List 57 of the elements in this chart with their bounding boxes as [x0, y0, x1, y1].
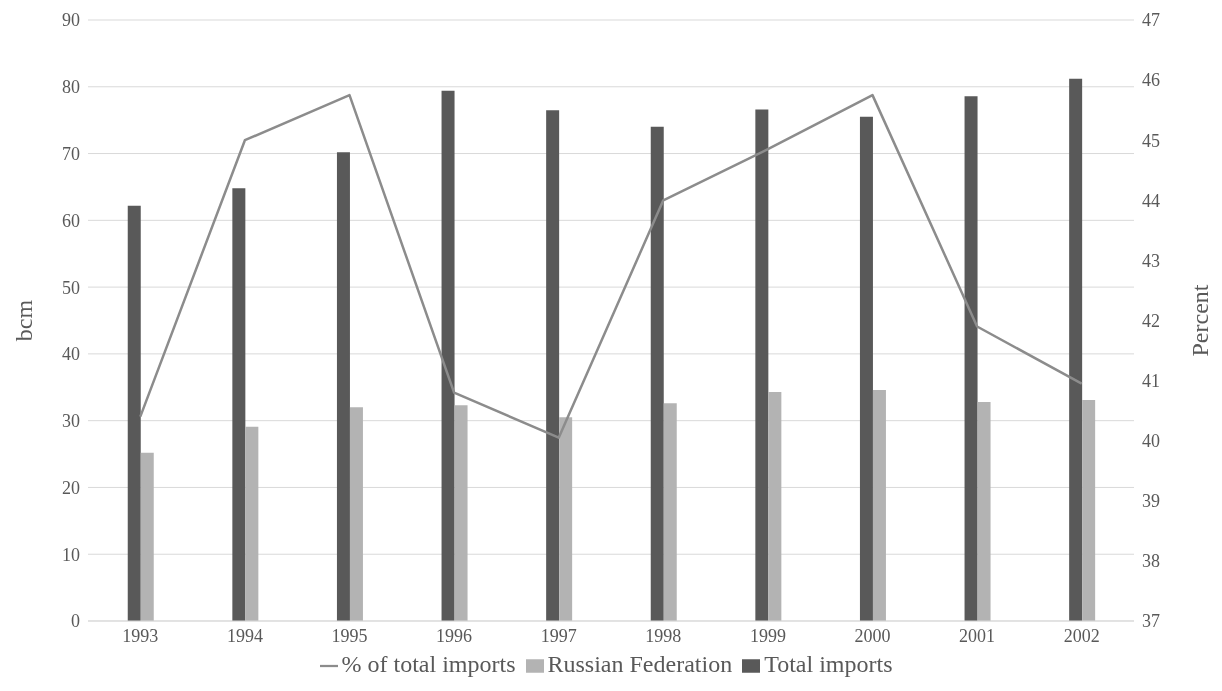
bar [768, 391, 782, 621]
bar [454, 405, 468, 621]
legend-label: Total imports [764, 651, 893, 677]
y2-axis-title: Percent [1186, 284, 1213, 357]
y-tick-label: 80 [62, 77, 80, 98]
bar [755, 109, 769, 621]
bar [559, 417, 573, 621]
bar [441, 90, 455, 621]
legend-label: Russian Federation [547, 651, 733, 677]
bar [977, 401, 991, 621]
legend-label: % of total imports [341, 651, 516, 677]
y-tick-label: 10 [62, 544, 80, 565]
y2-tick-label: 43 [1142, 250, 1160, 271]
y-tick-label: 70 [62, 143, 80, 164]
y-tick-label: 0 [71, 611, 80, 632]
bar [349, 407, 363, 621]
bar [1082, 399, 1096, 621]
bar [663, 403, 677, 621]
y2-tick-label: 46 [1142, 70, 1160, 91]
bar [140, 452, 154, 621]
x-tick-label: 2001 [959, 625, 996, 646]
x-tick-label: 2000 [854, 625, 891, 646]
y2-tick-label: 47 [1142, 10, 1160, 31]
y2-tick-label: 42 [1142, 310, 1160, 331]
bar [964, 96, 978, 621]
y2-tick-label: 45 [1142, 130, 1160, 151]
bar [1069, 78, 1083, 621]
y-tick-label: 30 [62, 411, 80, 432]
y-tick-label: 20 [62, 477, 80, 498]
bar [245, 426, 259, 621]
x-tick-label: 1998 [645, 625, 682, 646]
x-tick-label: 1999 [749, 625, 786, 646]
x-tick-label: 1995 [331, 625, 368, 646]
bar [650, 126, 664, 621]
y-axis-title: bcm [10, 299, 37, 342]
bar [872, 389, 886, 621]
y2-tick-label: 44 [1142, 190, 1160, 211]
y2-tick-label: 38 [1142, 551, 1160, 572]
x-tick-label: 1997 [540, 625, 577, 646]
y-tick-label: 60 [62, 210, 80, 231]
x-tick-label: 1996 [436, 625, 473, 646]
y-tick-label: 40 [62, 344, 80, 365]
y-tick-label: 50 [62, 277, 80, 298]
y-tick-label: 90 [62, 10, 80, 31]
x-tick-label: 1993 [122, 625, 159, 646]
y2-tick-label: 41 [1142, 370, 1160, 391]
y2-tick-label: 37 [1142, 611, 1160, 632]
bar [859, 116, 873, 621]
x-tick-label: 2002 [1063, 625, 1100, 646]
bar [546, 110, 560, 621]
bar [232, 188, 246, 621]
bar [127, 205, 141, 621]
y2-tick-label: 39 [1142, 491, 1160, 512]
y2-tick-label: 40 [1142, 431, 1160, 452]
bar [336, 152, 350, 621]
line-series [139, 93, 1083, 439]
x-tick-label: 1994 [226, 625, 263, 646]
